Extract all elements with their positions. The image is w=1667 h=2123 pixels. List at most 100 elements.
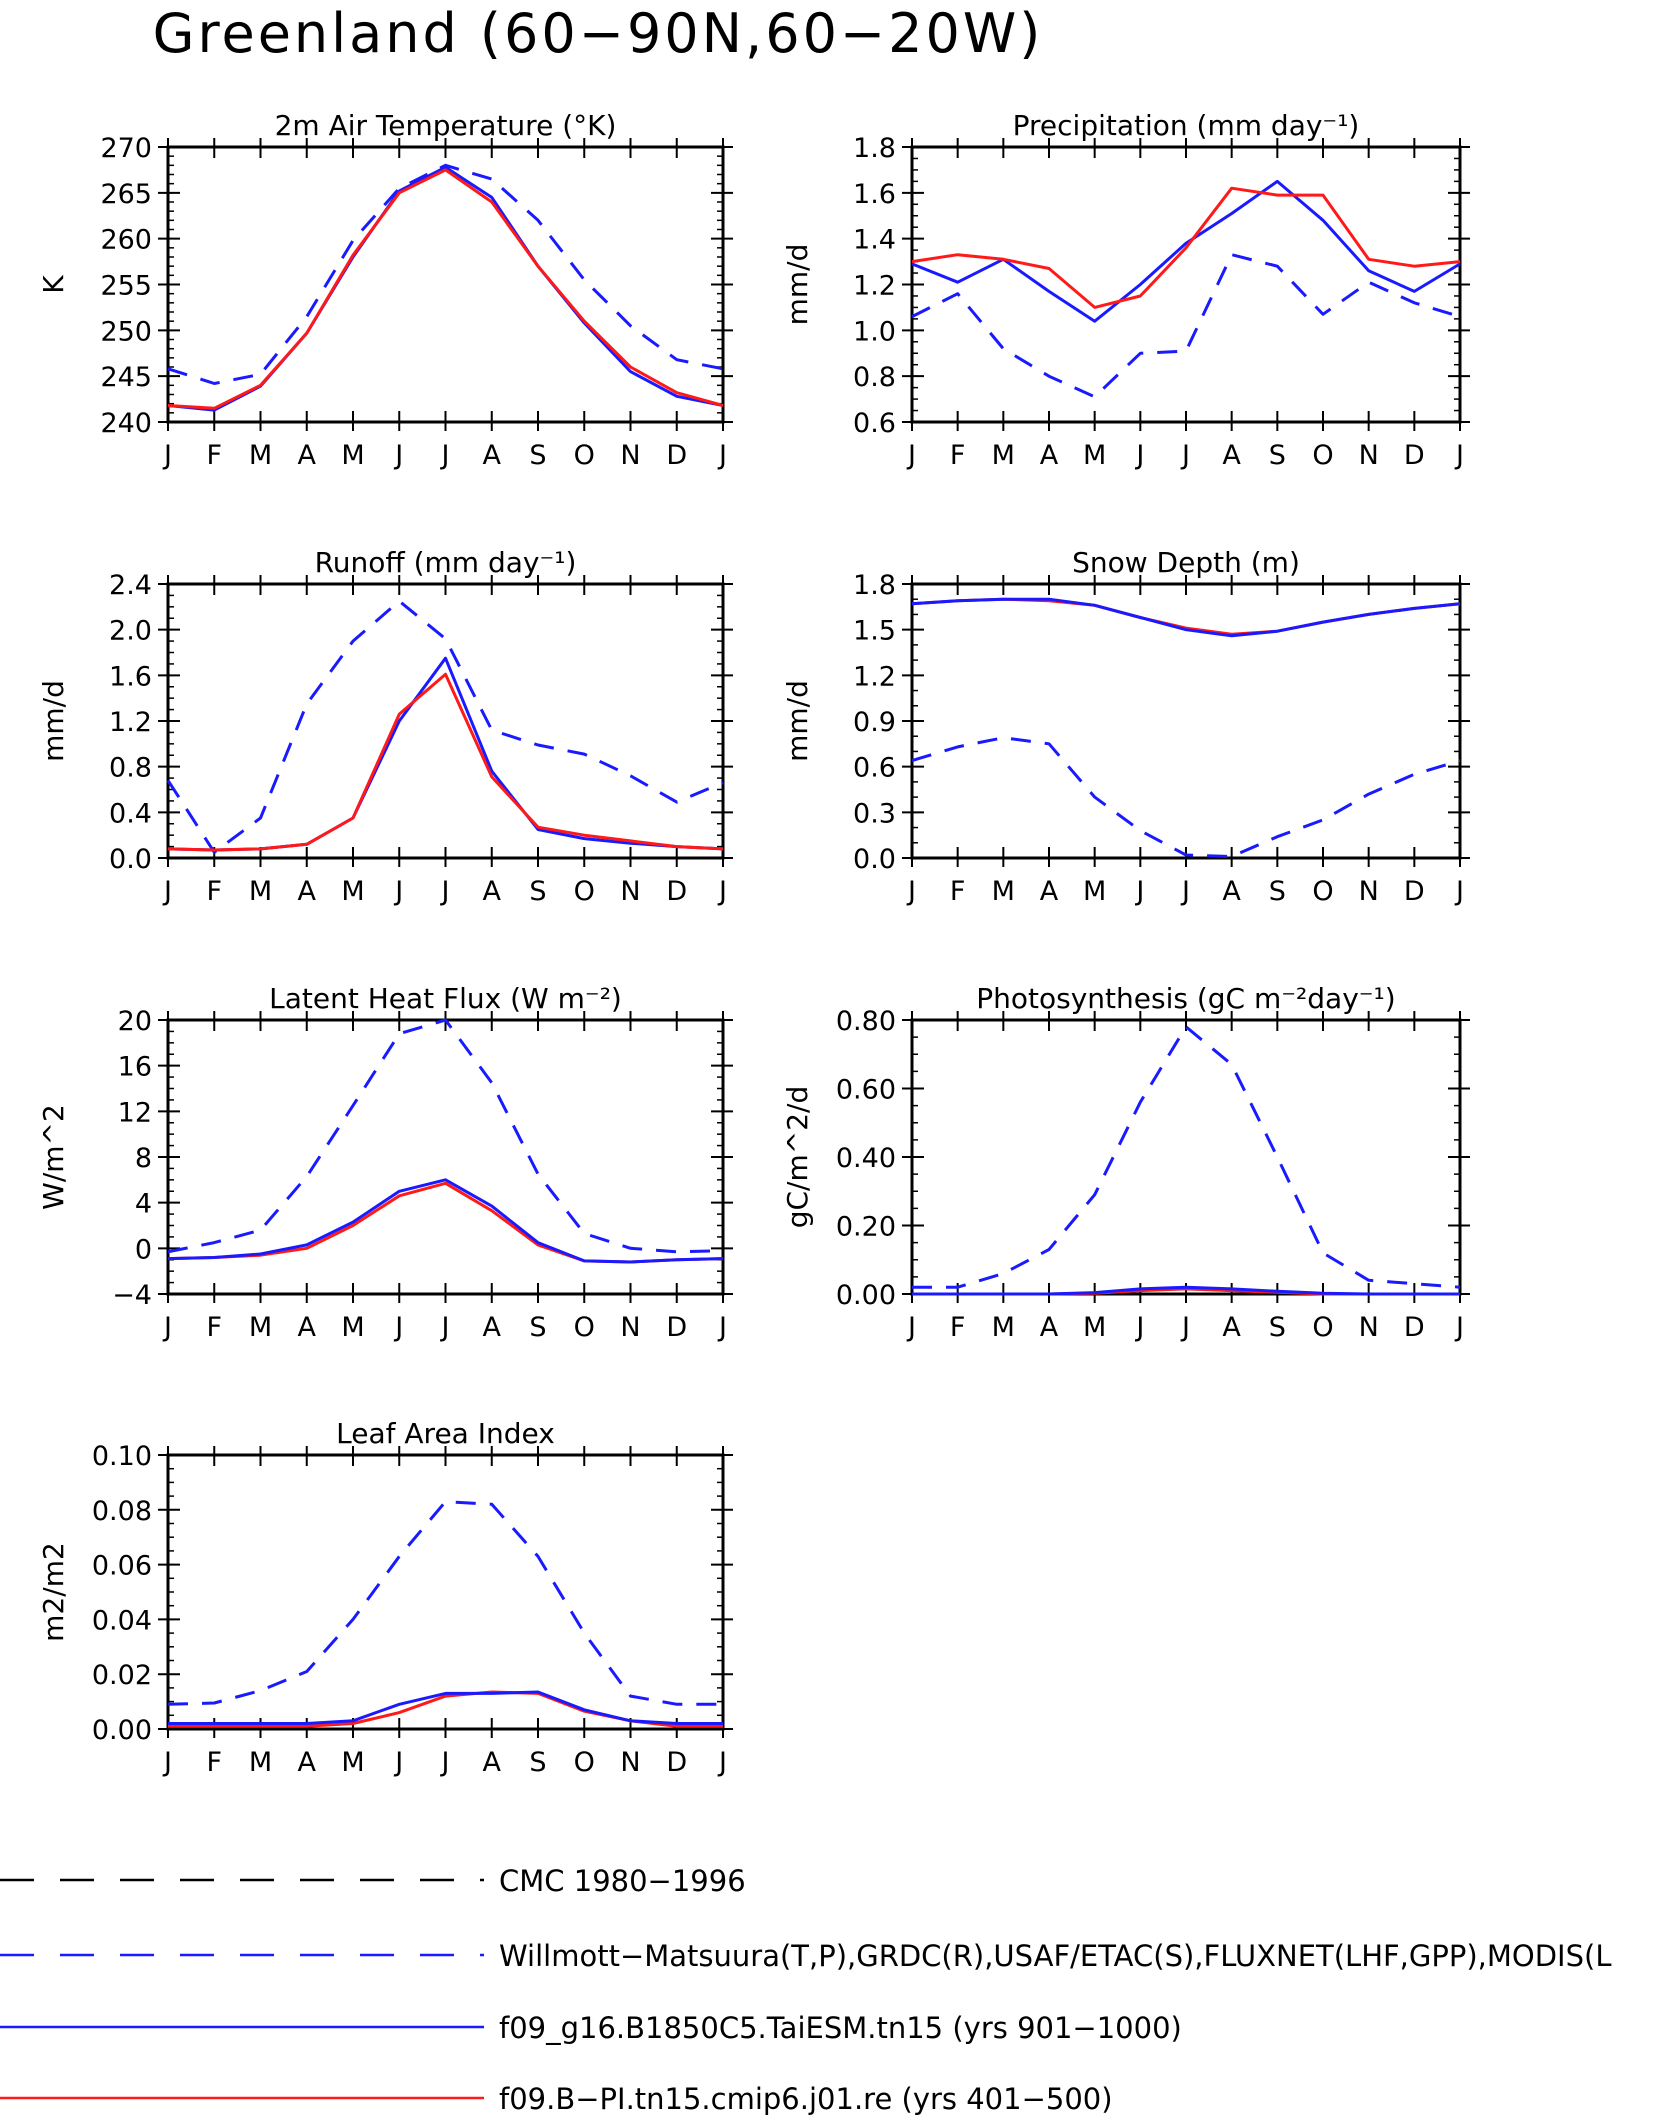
series-line-3	[167, 672, 724, 852]
y-tick-label: 0.00	[836, 1280, 896, 1311]
y-tick-label: 1.5	[853, 616, 896, 647]
plot-frame	[166, 1018, 725, 1296]
y-tick-label: 0.6	[853, 753, 896, 784]
legend: CMC 1980−1996 Willmott−Matsuura(T,P),GRDC…	[0, 1864, 1612, 2116]
x-tick-label: N	[1359, 440, 1379, 471]
y-tick-label: 0.60	[836, 1075, 896, 1106]
x-tick-label: F	[950, 1312, 966, 1343]
x-tick-label: J	[906, 1312, 916, 1343]
x-tick-label: S	[1269, 876, 1286, 907]
series-line-1	[166, 599, 724, 854]
y-tick-label: 1.2	[109, 707, 152, 738]
x-tick-label: J	[1454, 876, 1464, 907]
x-tick-label: F	[206, 1747, 222, 1778]
x-tick-label: M	[1083, 1312, 1106, 1343]
x-tick-label: J	[440, 440, 450, 471]
x-tick-label: D	[666, 440, 687, 471]
x-tick-label: M	[341, 876, 364, 907]
series-line-1	[167, 1500, 723, 1706]
x-tick-label: J	[906, 440, 916, 471]
y-tick-label: 0.02	[92, 1660, 152, 1691]
x-tick-label: O	[574, 876, 595, 907]
y-tick-label: 0.8	[853, 362, 896, 393]
x-tick-label: M	[249, 876, 272, 907]
legend-label-4: f09.B−PI.tn15.cmip6.j01.re (yrs 401−500)	[499, 2082, 1113, 2116]
x-tick-label: A	[1222, 440, 1241, 471]
x-tick-label: N	[620, 876, 640, 907]
y-tick-label: 245	[100, 362, 152, 393]
y-tick-label: 0.80	[836, 1006, 896, 1037]
y-tick-label: 2.4	[109, 570, 152, 601]
x-tick-label: J	[1134, 1312, 1144, 1343]
x-tick-label: A	[483, 1312, 502, 1343]
x-tick-label: D	[666, 1312, 687, 1343]
x-tick-label: J	[1180, 1312, 1190, 1343]
y-tick-label: 1.4	[853, 225, 896, 256]
x-tick-label: J	[906, 876, 916, 907]
y-tick-label: 0	[135, 1234, 152, 1265]
x-tick-label: J	[162, 876, 172, 907]
x-tick-label: A	[1222, 1312, 1241, 1343]
y-tick-label: 16	[118, 1052, 152, 1083]
y-tick-label: 1.8	[853, 570, 896, 601]
y-tick-label: 260	[100, 225, 152, 256]
y-tick-label: 0.0	[109, 844, 152, 875]
series-line-2	[911, 736, 1461, 858]
legend-label-2: Willmott−Matsuura(T,P),GRDC(R),USAF/ETAC…	[499, 1939, 1612, 1973]
panel-title: Photosynthesis (gC m⁻²day⁻¹)	[976, 982, 1395, 1015]
x-tick-label: O	[1312, 876, 1333, 907]
x-tick-label: M	[1083, 440, 1106, 471]
y-tick-label: 0.00	[92, 1715, 152, 1746]
y-tick-label: 265	[100, 179, 152, 210]
x-tick-label: D	[1404, 440, 1425, 471]
chart-panel-6: Photosynthesis (gC m⁻²day⁻¹)J F M A M J J A S O N D…	[781, 982, 1470, 1343]
x-tick-label: O	[574, 1312, 595, 1343]
x-tick-label: S	[529, 440, 546, 471]
x-tick-label: N	[620, 1312, 640, 1343]
y-tick-label: 270	[100, 133, 152, 164]
y-tick-label: 0.20	[836, 1212, 896, 1243]
y-tick-label: 240	[100, 408, 152, 439]
plot-frame	[910, 145, 1462, 424]
y-tick-label: 1.8	[853, 133, 896, 164]
x-tick-label: M	[1083, 876, 1106, 907]
x-tick-label: J	[1180, 440, 1190, 471]
y-axis-label: m2/m2	[37, 1542, 70, 1642]
x-tick-label: A	[483, 1747, 502, 1778]
x-tick-label: D	[1404, 1312, 1425, 1343]
x-tick-label: A	[1040, 440, 1059, 471]
y-tick-label: 0.08	[92, 1496, 152, 1527]
y-axis-label: mm/d	[781, 680, 814, 762]
x-tick-label: O	[574, 440, 595, 471]
series-line-4	[911, 597, 1461, 638]
y-tick-label: 1.0	[853, 316, 896, 347]
x-tick-label: J	[717, 1312, 727, 1343]
series-line-1	[167, 163, 724, 385]
plot-frame	[166, 145, 725, 424]
x-tick-label: J	[440, 1747, 450, 1778]
x-tick-label: M	[249, 1312, 272, 1343]
x-tick-label: M	[341, 1747, 364, 1778]
x-tick-label: J	[717, 876, 727, 907]
x-tick-label: D	[666, 1747, 687, 1778]
series-line-3	[911, 186, 1461, 309]
x-tick-label: J	[440, 876, 450, 907]
series-line-2	[167, 656, 724, 852]
x-tick-label: N	[1359, 1312, 1379, 1343]
y-tick-label: 0.3	[853, 798, 896, 829]
x-tick-label: N	[620, 440, 640, 471]
x-tick-label: J	[162, 1747, 172, 1778]
x-tick-label: M	[341, 1312, 364, 1343]
series-line-3	[912, 1285, 1460, 1296]
y-tick-label: 12	[118, 1097, 152, 1128]
x-tick-label: S	[529, 876, 546, 907]
y-tick-label: 2.0	[109, 616, 152, 647]
x-tick-label: S	[529, 1747, 546, 1778]
panel-title: Latent Heat Flux (W m⁻²)	[269, 982, 622, 1015]
y-tick-label: 1.2	[853, 271, 896, 302]
x-tick-label: J	[162, 440, 172, 471]
x-tick-label: S	[1269, 1312, 1286, 1343]
x-tick-label: S	[1269, 440, 1286, 471]
